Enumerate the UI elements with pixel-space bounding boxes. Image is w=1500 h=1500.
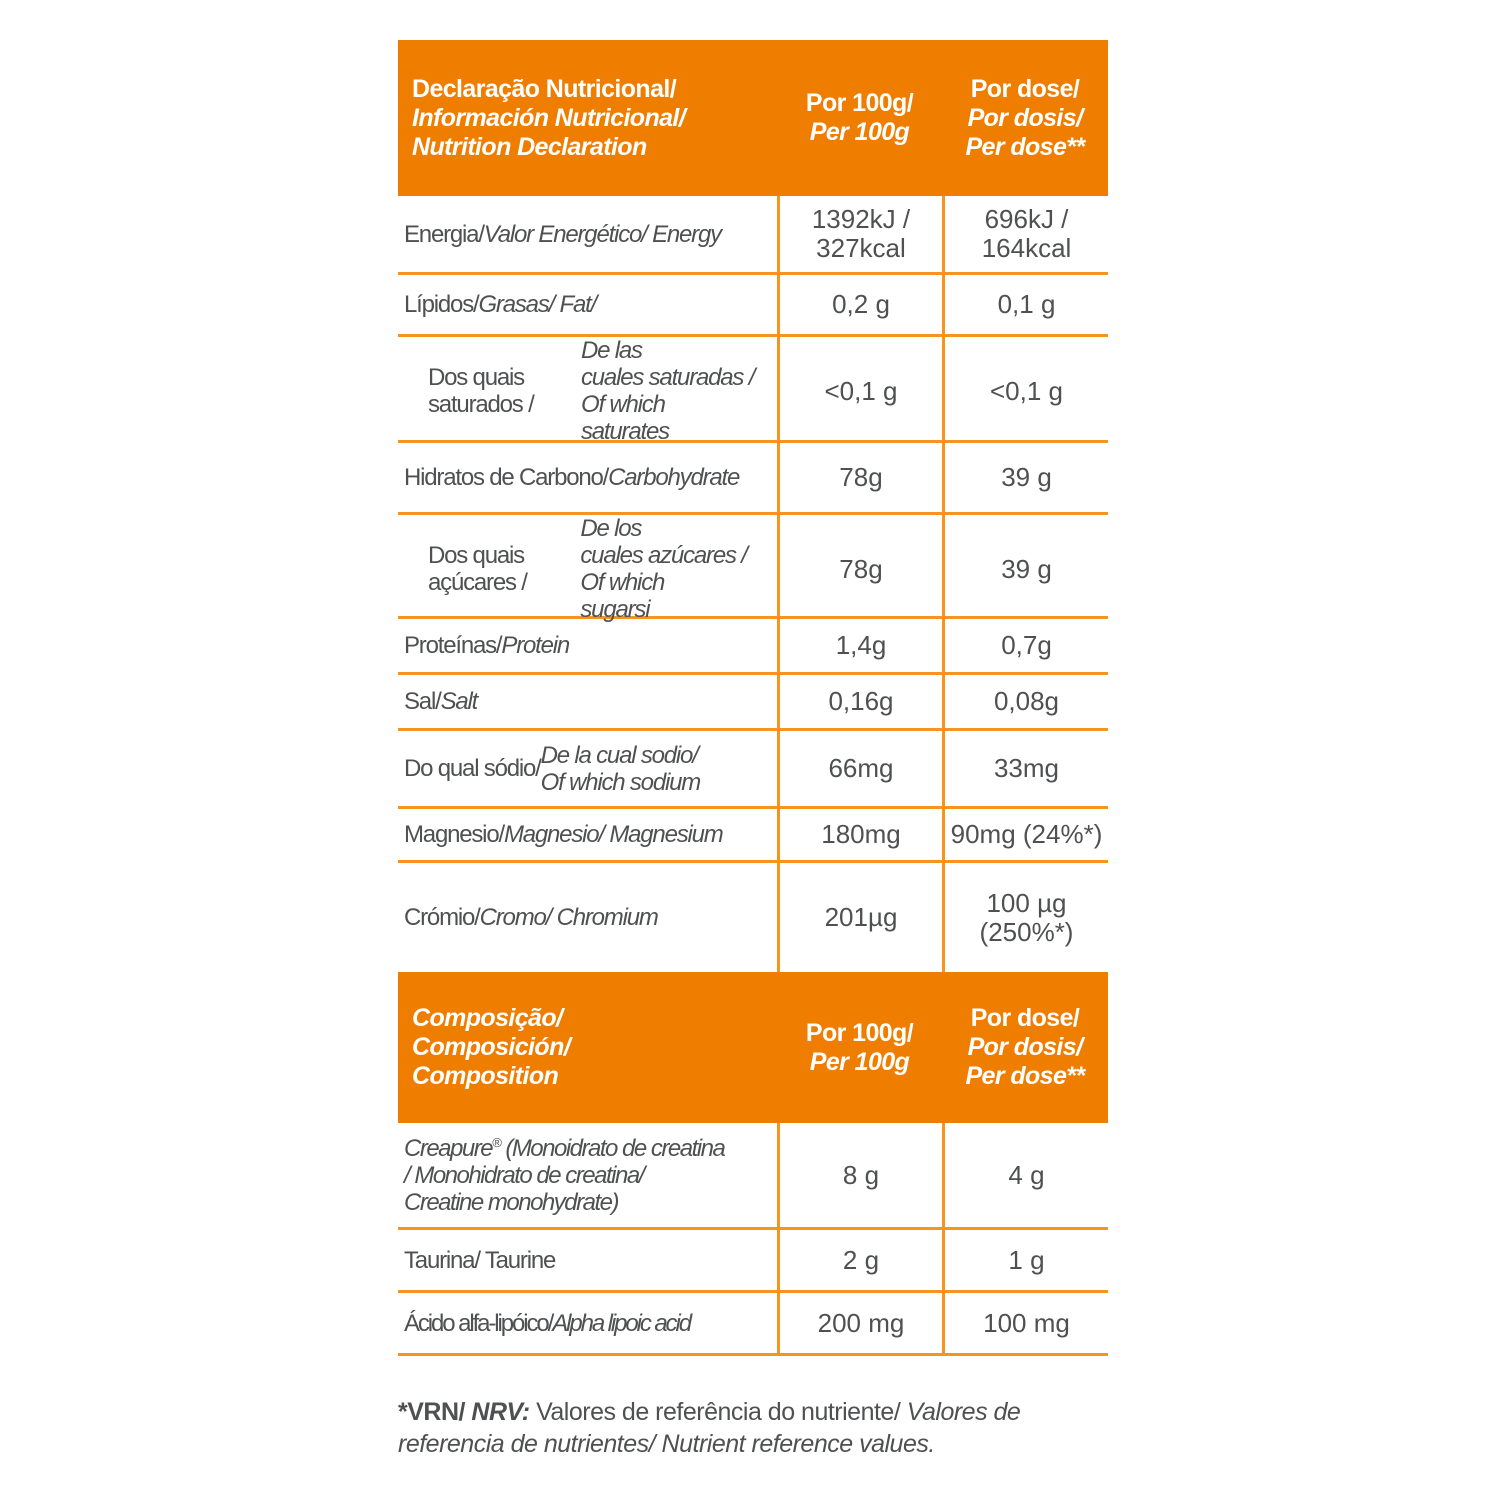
col-header-per-dose: Por dose/Por dosis/Per dose**: [965, 74, 1085, 161]
value-per-100g: 8 g: [777, 1123, 942, 1227]
label-cell: Sal/ Salt: [404, 688, 478, 715]
row-creatine: Creapure® (Monoidrato de creatina / Mono…: [398, 1123, 1108, 1230]
label-cell: Dos quais açúcares / De los cuales azúca…: [428, 515, 748, 623]
label-cell: Dos quais saturados / De las cuales satu…: [428, 337, 755, 445]
label-cell: Energia/ Valor Energético/ Energy: [404, 220, 722, 248]
value-per-dose: 0,08g: [942, 675, 1108, 728]
row-salt: Sal/ Salt 0,16g 0,08g: [398, 675, 1108, 731]
row-sodium: Do qual sódio/ De la cual sodio/ Of whic…: [398, 731, 1108, 809]
value-per-dose: 696kJ / 164kcal: [942, 196, 1108, 272]
row-alpha-lipoic-acid: Ácido alfa-lipóico/ Alpha lipoic acid 20…: [398, 1293, 1108, 1356]
value-per-100g: 78g: [777, 443, 942, 512]
header-title-line2: Composición/: [412, 1033, 571, 1061]
header-title-line2: Información Nutricional/: [412, 103, 686, 132]
label-cell: Proteínas/ Protein: [404, 632, 570, 659]
label-cell: Magnesio/ Magnesio/ Magnesium: [404, 821, 724, 848]
row-saturates: Dos quais saturados / De las cuales satu…: [398, 337, 1108, 445]
label-cell: Taurina/ Taurine: [404, 1246, 556, 1274]
value-per-dose: 4 g: [942, 1123, 1108, 1227]
header-title-line1: Composição/: [412, 1004, 563, 1032]
value-per-100g: 1,4g: [777, 619, 942, 672]
composition-table-header: Composição/Composición/Composition Por 1…: [398, 972, 1108, 1123]
row-carbohydrate: Hidratos de Carbono/ Carbohydrate 78g 39…: [398, 443, 1108, 515]
value-per-100g: 78g: [777, 515, 942, 623]
row-fat: Lípidos/ Grasas/ Fat/ 0,2 g 0,1 g: [398, 275, 1108, 337]
value-per-dose: <0,1 g: [942, 337, 1108, 445]
header-title-line3: Composition: [412, 1062, 559, 1090]
label-cell: Lípidos/ Grasas/ Fat/: [404, 291, 597, 318]
label-cell: Do qual sódio/ De la cual sodio/ Of whic…: [404, 741, 701, 796]
value-per-100g: 180mg: [777, 809, 942, 860]
value-per-100g: 0,16g: [777, 675, 942, 728]
label-cell: Creapure® (Monoidrato de creatina / Mono…: [404, 1134, 726, 1216]
row-magnesium: Magnesio/ Magnesio/ Magnesium 180mg 90mg…: [398, 809, 1108, 863]
label-cell: Hidratos de Carbono/ Carbohydrate: [404, 464, 740, 491]
value-per-100g: 200 mg: [777, 1293, 942, 1353]
value-per-dose: 0,1 g: [942, 275, 1108, 334]
header-title-line1: Declaração Nutricional/: [412, 74, 677, 103]
value-per-dose: 39 g: [942, 443, 1108, 512]
value-per-dose: 100 µg (250%*): [942, 863, 1108, 972]
row-sugars: Dos quais açúcares / De los cuales azúca…: [398, 515, 1108, 623]
col-header-per-100g: Por 100g/Per 100g: [805, 89, 914, 146]
footnote-nrv: *VRN/ NRV: Valores de referência do nutr…: [398, 1398, 1021, 1458]
value-per-100g: <0,1 g: [777, 337, 942, 445]
row-protein: Proteínas/ Protein 1,4g 0,7g: [398, 619, 1108, 675]
value-per-dose: 90mg (24%*): [942, 809, 1108, 860]
value-per-100g: 1392kJ / 327kcal: [777, 196, 942, 272]
nutrition-table-header: Declaração Nutricional/Información Nutri…: [398, 40, 1108, 196]
value-per-100g: 66mg: [777, 731, 942, 806]
nutrition-label: Declaração Nutricional/Información Nutri…: [398, 40, 1108, 1485]
header-title: Composição/Composición/Composition: [398, 972, 777, 1123]
value-per-100g: 2 g: [777, 1230, 942, 1290]
value-per-100g: 0,2 g: [777, 275, 942, 334]
value-per-dose: 0,7g: [942, 619, 1108, 672]
label-cell: Crómio/ Cromo/ Chromium: [404, 904, 659, 931]
value-per-dose: 33mg: [942, 731, 1108, 806]
header-title-line3: Nutrition Declaration: [412, 132, 647, 161]
value-per-dose: 1 g: [942, 1230, 1108, 1290]
registered-trademark: ®: [492, 1134, 502, 1150]
row-chromium: Crómio/ Cromo/ Chromium 201µg 100 µg (25…: [398, 863, 1108, 972]
col-header-per-dose: Por dose/Por dosis/Per dose**: [965, 1004, 1085, 1090]
label-cell: Ácido alfa-lipóico/ Alpha lipoic acid: [404, 1309, 692, 1337]
value-per-100g: 201µg: [777, 863, 942, 972]
header-title: Declaração Nutricional/Información Nutri…: [398, 40, 777, 196]
row-energy: Energia/ Valor Energético/ Energy 1392kJ…: [398, 196, 1108, 275]
value-per-dose: 100 mg: [942, 1293, 1108, 1353]
col-header-per-100g: Por 100g/Per 100g: [805, 1018, 914, 1076]
row-taurine: Taurina/ Taurine 2 g 1 g: [398, 1230, 1108, 1293]
value-per-dose: 39 g: [942, 515, 1108, 623]
